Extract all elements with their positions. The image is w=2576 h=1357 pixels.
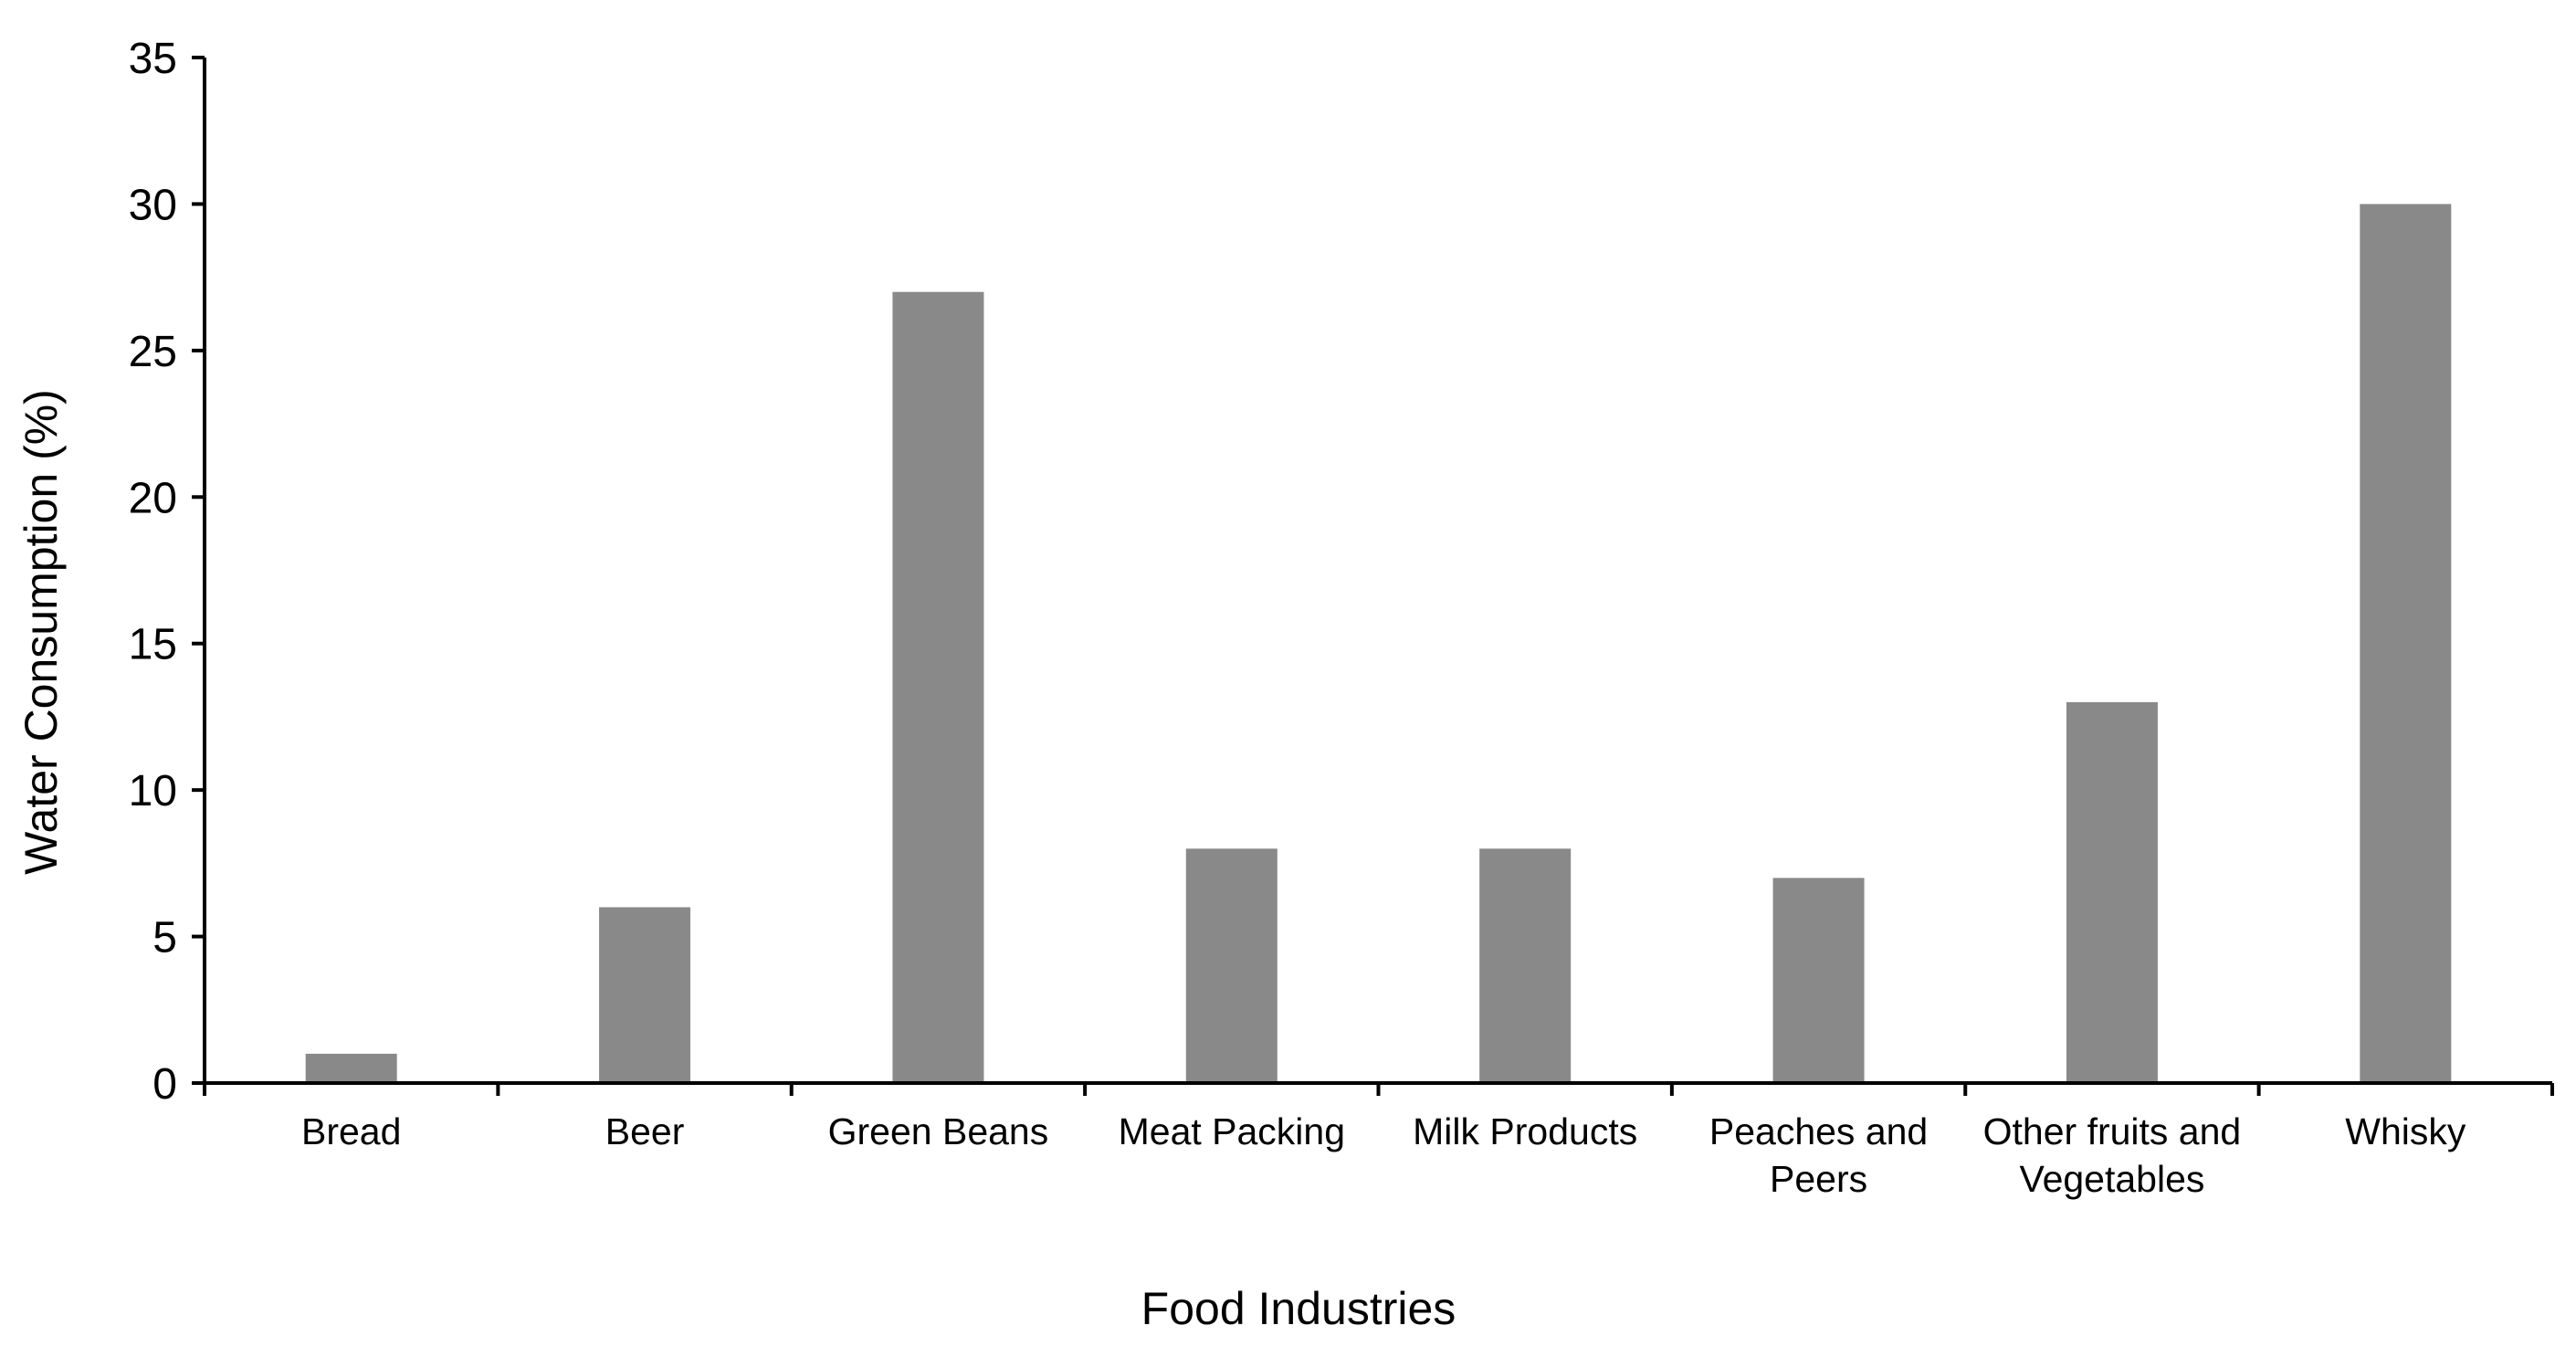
- x-tick-label: Bread: [301, 1110, 401, 1152]
- x-tick-label: Other fruits and: [1983, 1110, 2242, 1152]
- x-tick-label: Peaches and: [1709, 1110, 1928, 1152]
- axes-layer: [203, 58, 2552, 1085]
- y-tick-label: 20: [129, 474, 177, 522]
- bars-layer: [305, 204, 2452, 1084]
- y-axis-title: Water Consumption (%): [16, 389, 67, 875]
- bar: [599, 907, 691, 1083]
- x-tick-label: Milk Products: [1413, 1110, 1637, 1152]
- bar: [2360, 204, 2452, 1083]
- bar: [1772, 878, 1865, 1083]
- x-tick-label: Green Beans: [828, 1110, 1049, 1152]
- bar: [1185, 848, 1277, 1083]
- y-tick-label: 10: [129, 767, 177, 815]
- x-tick-label: Whisky: [2345, 1110, 2466, 1152]
- x-tick-label: Meat Packing: [1119, 1110, 1345, 1152]
- y-tick-label: 5: [152, 914, 177, 963]
- y-tick-label: 35: [129, 35, 177, 83]
- bar: [2066, 701, 2158, 1083]
- y-ticks-layer: 0 5 10 15 20 25 30 35: [129, 35, 205, 1109]
- x-axis-title: Food Industries: [1141, 1283, 1456, 1334]
- y-tick-label: 25: [129, 328, 177, 376]
- x-tick-label: Vegetables: [2019, 1158, 2204, 1200]
- bar: [1479, 848, 1572, 1083]
- bar: [892, 291, 984, 1084]
- x-ticks-layer: Bread Beer Green Beans Meat Packing Milk Pro…: [203, 1083, 2554, 1200]
- y-tick-label: 0: [152, 1060, 177, 1109]
- x-tick-label: Beer: [605, 1110, 685, 1152]
- bar: [305, 1053, 397, 1083]
- y-tick-label: 15: [129, 621, 177, 669]
- y-tick-label: 30: [129, 181, 177, 229]
- x-tick-label: Peers: [1770, 1158, 1867, 1200]
